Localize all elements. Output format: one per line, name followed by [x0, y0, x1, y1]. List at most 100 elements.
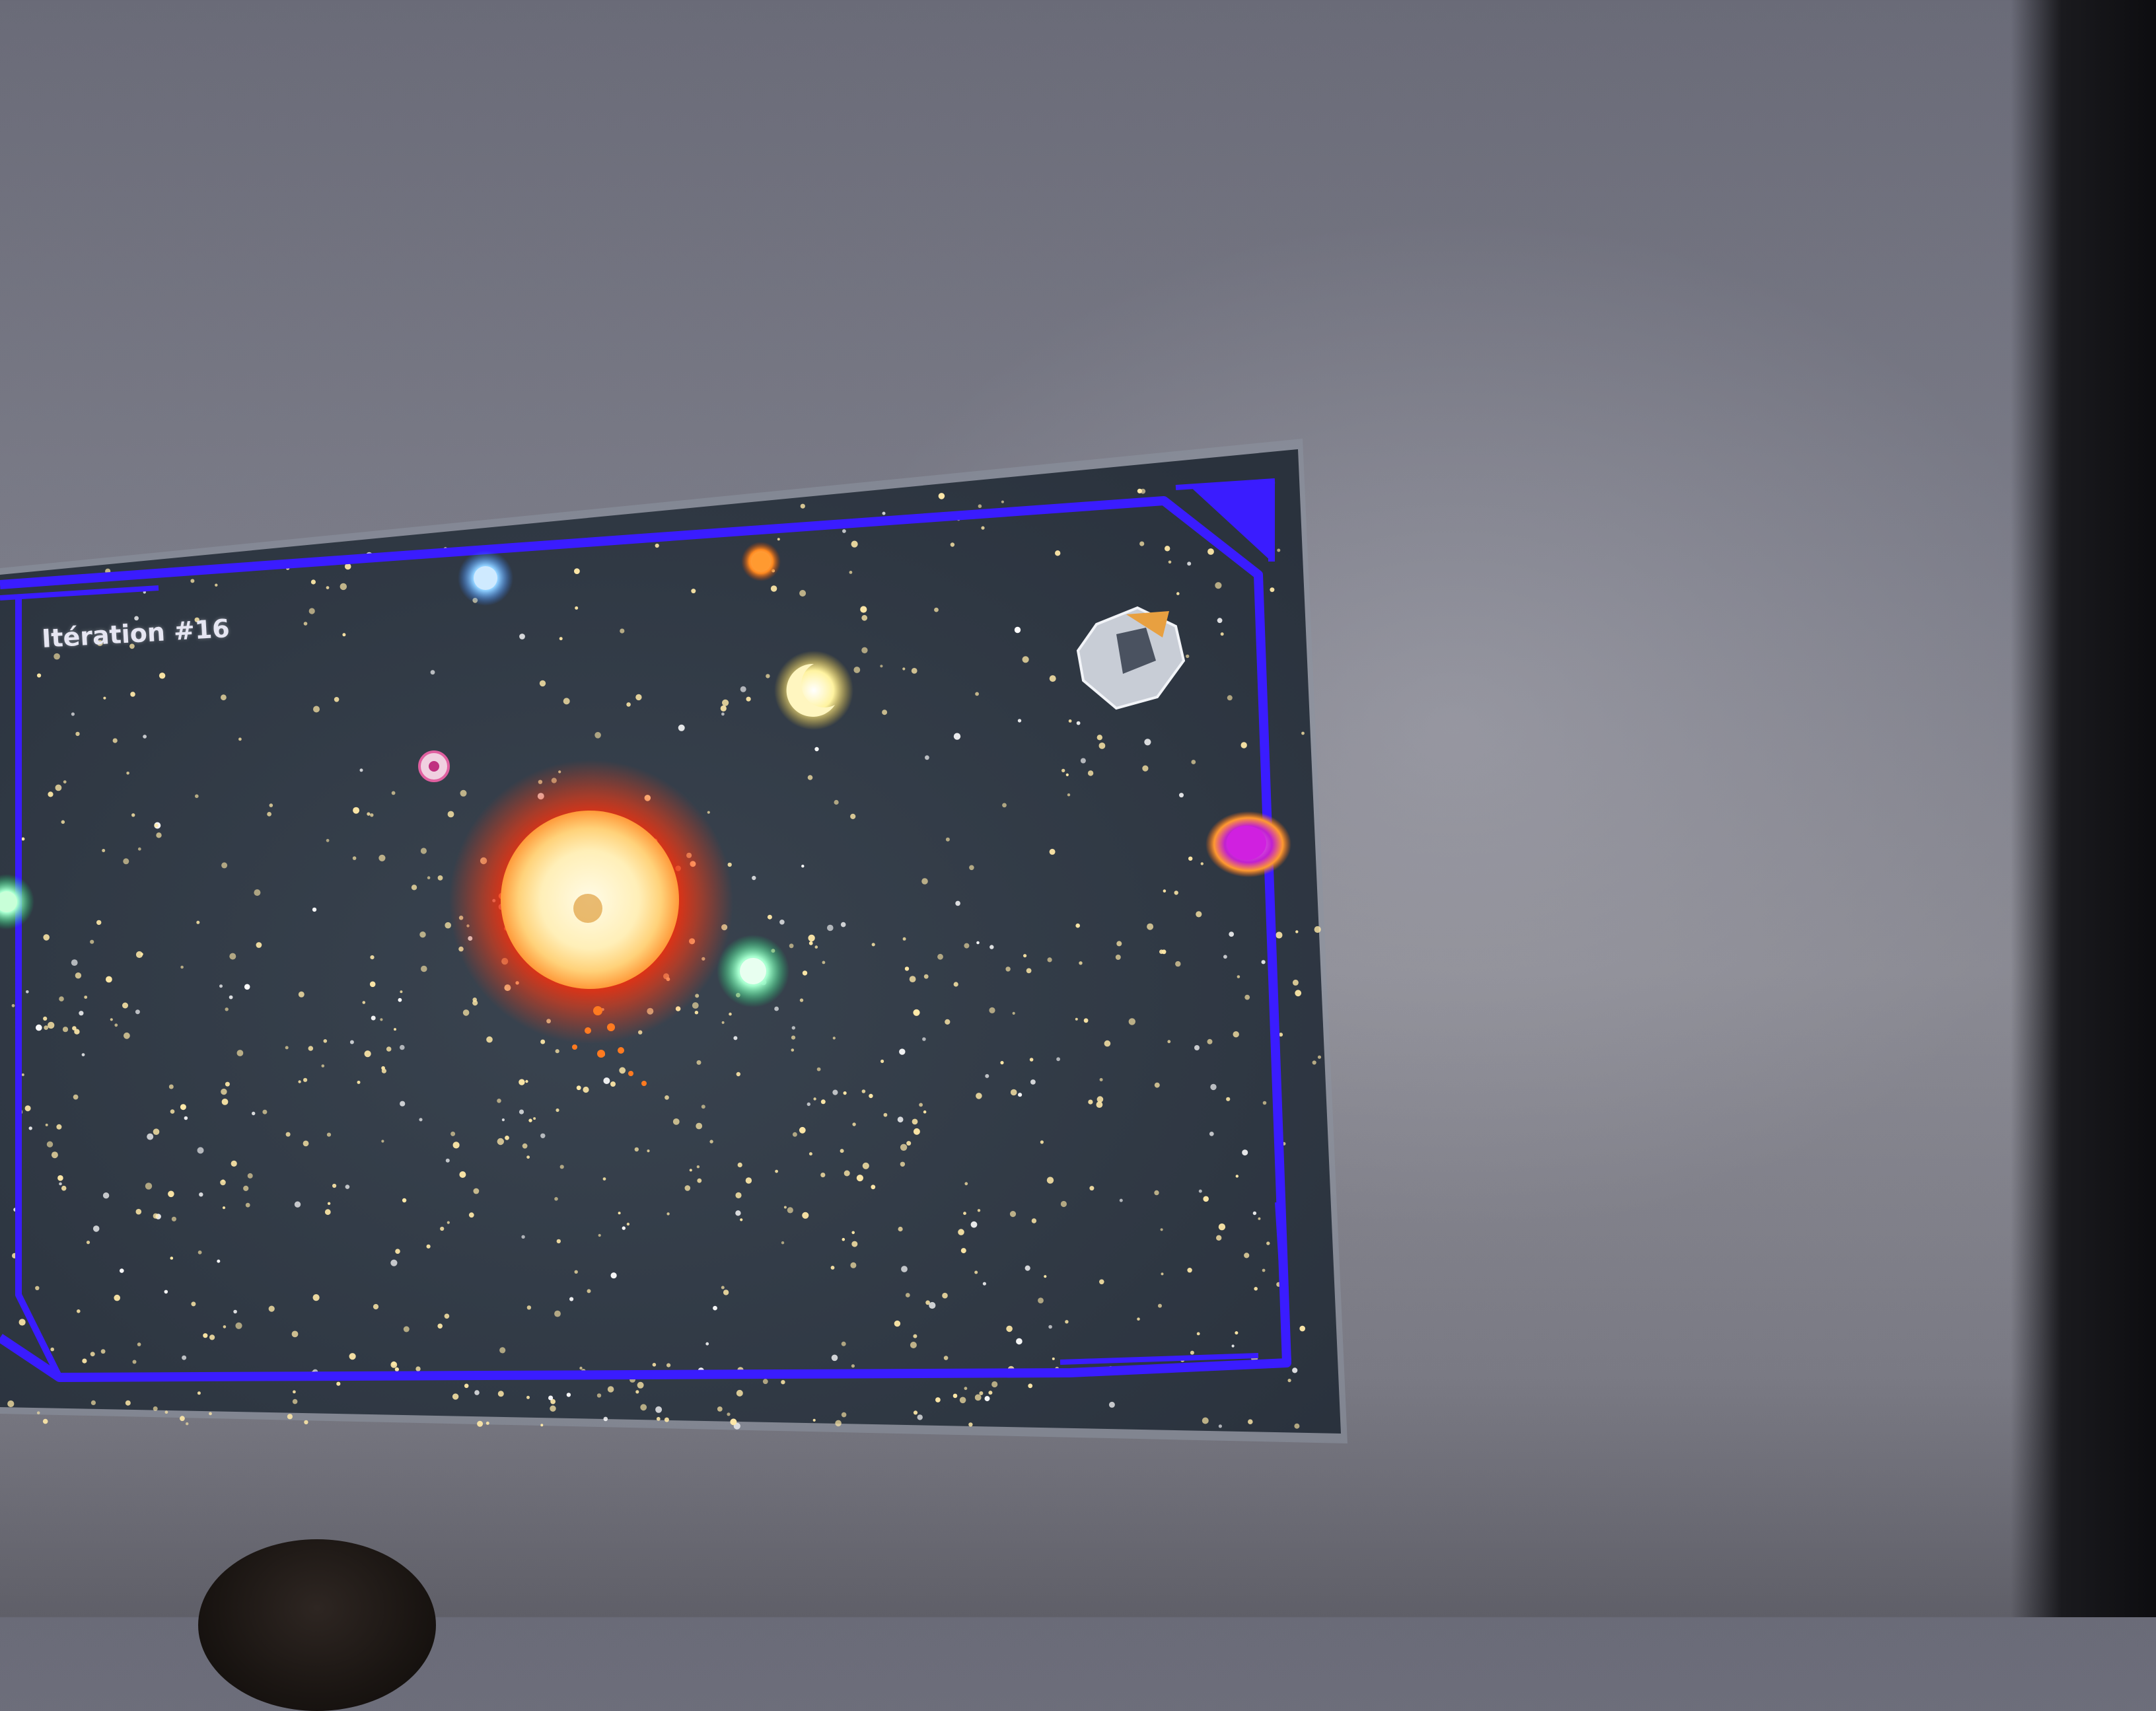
- star: [579, 1366, 583, 1370]
- star: [1196, 1332, 1200, 1336]
- star: [842, 1237, 845, 1241]
- star: [1261, 960, 1266, 965]
- star: [909, 976, 916, 982]
- star: [779, 920, 785, 925]
- star: [1017, 719, 1022, 723]
- star: [905, 1293, 910, 1297]
- star: [730, 1418, 737, 1426]
- star: [820, 1173, 826, 1178]
- star: [740, 1218, 743, 1221]
- star: [906, 1141, 912, 1146]
- star: [666, 1363, 671, 1367]
- star: [991, 1381, 998, 1388]
- star: [832, 1089, 838, 1095]
- star: [709, 1140, 713, 1144]
- star: [395, 1249, 400, 1254]
- star: [1029, 1058, 1034, 1062]
- star: [832, 1037, 836, 1040]
- star: [90, 1400, 96, 1405]
- star: [735, 1210, 741, 1216]
- star: [1024, 1265, 1030, 1271]
- star: [1188, 856, 1193, 861]
- sun-icon: [573, 894, 602, 923]
- star: [843, 1091, 847, 1095]
- star: [203, 1333, 208, 1338]
- star: [473, 1188, 480, 1194]
- star: [777, 538, 780, 541]
- star: [326, 586, 330, 589]
- star: [110, 1018, 113, 1021]
- star: [11, 1003, 15, 1007]
- star: [849, 571, 853, 574]
- star: [170, 1256, 174, 1260]
- star: [50, 1347, 54, 1352]
- star: [841, 1412, 847, 1418]
- star: [114, 1294, 120, 1301]
- star: [540, 1424, 544, 1427]
- star: [96, 920, 102, 926]
- star: [380, 1018, 383, 1021]
- star: [112, 738, 118, 743]
- star: [472, 1000, 478, 1006]
- star: [225, 1081, 230, 1087]
- star: [298, 1080, 301, 1083]
- star: [1088, 1099, 1093, 1105]
- star: [499, 1347, 506, 1354]
- star: [808, 1152, 812, 1156]
- star: [813, 1097, 816, 1101]
- star: [61, 1185, 67, 1191]
- star: [56, 1124, 62, 1130]
- star: [647, 1149, 650, 1153]
- star: [672, 1118, 680, 1125]
- star: [1254, 1287, 1258, 1291]
- star: [1223, 955, 1227, 959]
- star: [298, 991, 305, 998]
- star: [820, 1099, 826, 1105]
- star: [952, 1393, 958, 1399]
- star: [655, 1406, 663, 1413]
- star: [362, 1001, 366, 1004]
- star: [1104, 1040, 1111, 1047]
- star: [696, 1122, 703, 1130]
- star: [1116, 941, 1122, 947]
- star: [1262, 1101, 1267, 1105]
- star: [981, 526, 985, 530]
- star: [882, 710, 888, 715]
- star: [1144, 739, 1151, 746]
- star: [921, 878, 928, 885]
- star: [398, 998, 402, 1002]
- star: [791, 1048, 795, 1052]
- star: [114, 1023, 118, 1027]
- star: [415, 1366, 421, 1371]
- star: [1049, 848, 1056, 855]
- star: [474, 1390, 480, 1395]
- star: [336, 1381, 341, 1386]
- star: [526, 1395, 530, 1399]
- star: [852, 1122, 856, 1126]
- star: [521, 1235, 525, 1239]
- star: [1196, 911, 1202, 918]
- star: [168, 1084, 174, 1089]
- star: [861, 647, 868, 653]
- star: [308, 608, 315, 614]
- star: [505, 1136, 509, 1140]
- star: [215, 583, 218, 587]
- star: [43, 1016, 48, 1021]
- star: [303, 622, 308, 626]
- star: [666, 1212, 670, 1216]
- star: [77, 1309, 81, 1313]
- star: [1154, 1190, 1159, 1196]
- star: [1002, 803, 1007, 808]
- star: [678, 724, 685, 731]
- star: [583, 1086, 589, 1093]
- star: [556, 1108, 559, 1112]
- star: [497, 1391, 504, 1397]
- star: [556, 1239, 561, 1244]
- star: [420, 848, 427, 854]
- star: [800, 503, 805, 509]
- star: [1061, 768, 1065, 773]
- star: [344, 563, 351, 570]
- star: [594, 732, 601, 739]
- star: [850, 813, 856, 819]
- star: [1187, 562, 1192, 566]
